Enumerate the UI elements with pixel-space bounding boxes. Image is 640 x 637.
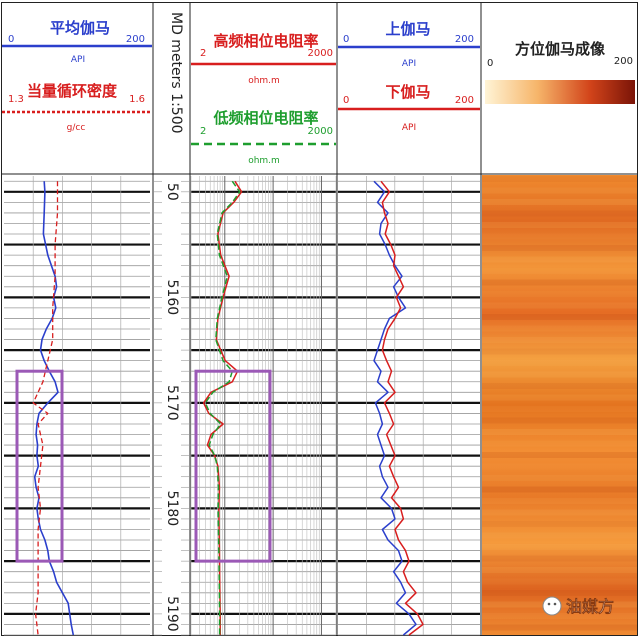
image-track-header: 方位伽马成像 0 200 bbox=[485, 40, 635, 104]
ecd-unit: g/cc bbox=[67, 123, 86, 133]
azimuthal-gamma-image bbox=[482, 175, 637, 635]
image-texture-band bbox=[482, 567, 637, 573]
down-gamma-curve bbox=[380, 180, 424, 636]
ecd-curve bbox=[32, 181, 59, 636]
up-gamma-title: 上伽马 bbox=[385, 20, 430, 38]
image-color-scale bbox=[485, 80, 635, 104]
high-freq-res-title: 高频相位电阻率 bbox=[213, 32, 318, 50]
down-gamma-max: 200 bbox=[455, 95, 474, 106]
image-texture-band bbox=[482, 360, 637, 366]
ecd-max: 1.6 bbox=[129, 94, 145, 105]
avg-gamma-curve bbox=[33, 181, 75, 636]
highlight-boxes bbox=[15, 369, 272, 563]
image-texture-band bbox=[482, 521, 637, 527]
image-texture-band bbox=[482, 325, 637, 332]
image-texture-band bbox=[482, 337, 637, 343]
track-grids bbox=[4, 176, 480, 636]
low-freq-res-unit: ohm.m bbox=[248, 156, 280, 166]
image-texture-band bbox=[482, 176, 637, 182]
low-freq-res-title: 低频相位电阻率 bbox=[212, 109, 318, 127]
image-texture-band bbox=[482, 486, 637, 493]
gamma-highlight-box bbox=[15, 369, 64, 563]
image-texture-band bbox=[482, 210, 637, 217]
image-texture-band bbox=[482, 245, 637, 251]
high-freq-res-unit: ohm.m bbox=[248, 76, 280, 86]
image-texture-band bbox=[482, 429, 637, 435]
image-title: 方位伽马成像 bbox=[515, 40, 606, 58]
image-texture-band bbox=[482, 348, 637, 355]
image-texture-band bbox=[482, 233, 637, 240]
image-texture-band bbox=[482, 498, 637, 504]
updown-gamma-track-header: 上伽马 0 200 API 下伽马 0 200 API bbox=[338, 20, 480, 133]
image-texture-band bbox=[482, 452, 637, 458]
depth-ticks: 50 5160 5170 5180 5190 bbox=[154, 180, 189, 636]
avg-gamma-max: 200 bbox=[126, 34, 145, 45]
up-gamma-max: 200 bbox=[455, 34, 474, 45]
watermark: 油媒方 bbox=[542, 596, 614, 616]
depth-tick-label: 5190 bbox=[164, 596, 180, 632]
image-texture-band bbox=[482, 314, 637, 320]
depth-tick-label: 5180 bbox=[164, 491, 180, 527]
image-texture-band bbox=[482, 475, 637, 481]
image-texture-band bbox=[482, 463, 637, 470]
image-texture-band bbox=[482, 590, 637, 596]
image-texture-band bbox=[482, 406, 637, 412]
image-texture-band bbox=[482, 199, 637, 205]
image-texture-band bbox=[482, 544, 637, 550]
image-texture-band bbox=[482, 509, 637, 516]
depth-tick-label: 5160 bbox=[164, 280, 180, 316]
image-texture-band bbox=[482, 268, 637, 274]
image-texture-band bbox=[482, 613, 637, 619]
avg-gamma-unit: API bbox=[71, 55, 85, 65]
image-texture-band bbox=[482, 555, 637, 562]
high-freq-res-min: 2 bbox=[200, 48, 206, 59]
high-freq-res-max: 2000 bbox=[308, 48, 333, 59]
image-texture-band bbox=[482, 279, 637, 286]
image-texture-band bbox=[482, 440, 637, 447]
image-scale-max: 200 bbox=[614, 56, 633, 67]
ecd-title: 当量循环密度 bbox=[27, 82, 118, 100]
low-freq-res-max: 2000 bbox=[308, 126, 333, 137]
wechat-icon-eye-left bbox=[547, 602, 551, 606]
avg-gamma-min: 0 bbox=[8, 34, 14, 45]
up-gamma-min: 0 bbox=[343, 34, 349, 45]
ecd-min: 1.3 bbox=[8, 94, 24, 105]
depth-tick-label: 5170 bbox=[164, 385, 180, 421]
resistivity-track-header: 高频相位电阻率 2 2000 ohm.m 低频相位电阻率 2 2000 ohm.… bbox=[191, 32, 336, 166]
down-gamma-unit: API bbox=[402, 123, 416, 133]
up-gamma-unit: API bbox=[402, 59, 416, 69]
image-texture-band bbox=[482, 291, 637, 297]
depth-axis-label: MD meters 1:500 bbox=[168, 12, 184, 134]
low-freq-res-curve bbox=[204, 180, 241, 635]
image-texture-band bbox=[482, 187, 637, 194]
wechat-icon bbox=[542, 596, 562, 616]
gamma-track-header: 平均伽马 0 200 API 当量循环密度 1.3 1.6 g/cc bbox=[2, 19, 152, 133]
image-scale-min: 0 bbox=[487, 58, 493, 69]
avg-gamma-title: 平均伽马 bbox=[50, 19, 110, 37]
resistivity-highlight-box bbox=[194, 369, 272, 563]
down-gamma-title: 下伽马 bbox=[385, 83, 430, 101]
up-gamma-curve bbox=[373, 180, 417, 636]
down-gamma-min: 0 bbox=[343, 95, 349, 106]
depth-tick-label: 50 bbox=[164, 183, 180, 201]
image-texture-band bbox=[482, 624, 637, 631]
image-texture-band bbox=[482, 222, 637, 228]
wechat-icon-eye-right bbox=[553, 602, 557, 606]
image-texture-band bbox=[482, 394, 637, 401]
image-texture-band bbox=[482, 302, 637, 309]
low-freq-res-min: 2 bbox=[200, 126, 206, 137]
watermark-text: 油媒方 bbox=[566, 597, 614, 616]
image-texture-band bbox=[482, 532, 637, 539]
image-texture-band bbox=[482, 417, 637, 424]
image-texture-band bbox=[482, 383, 637, 389]
image-texture-band bbox=[482, 578, 637, 585]
image-texture-band bbox=[482, 256, 637, 263]
image-texture-band bbox=[482, 371, 637, 378]
